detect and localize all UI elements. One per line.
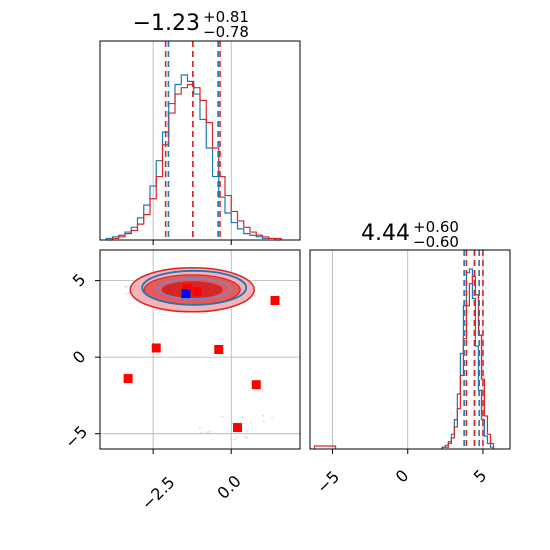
joint-contours [129, 267, 255, 313]
joint-x-tick-label: 0.0 [213, 471, 244, 502]
red-square-marker [233, 423, 242, 433]
histogram-series [441, 268, 495, 449]
marginal-x-quantile-lines [164, 41, 221, 240]
joint-x-tick-label: −2.5 [138, 473, 179, 514]
blue-contour-outer [141, 269, 248, 306]
red-square-marker [123, 374, 133, 384]
scatter-point [125, 292, 128, 295]
marginal-x-panel [99, 40, 301, 241]
joint-y-tick-label: −5 [61, 422, 91, 452]
joint-y-tick-label: 0 [69, 347, 90, 368]
scatter-point [254, 293, 256, 296]
marginal-x-histograms [105, 74, 282, 241]
blue-contour-inner [157, 278, 231, 300]
marginal-y-title-value: 4.44 [361, 221, 410, 246]
scatter-point [208, 430, 211, 433]
scatter-point [205, 431, 208, 434]
scatter-point [211, 438, 214, 441]
marginal-y-quantile-lines [463, 250, 484, 449]
scatter-point [243, 422, 245, 425]
scatter-point [250, 421, 253, 424]
marginal-x-title-sup: +0.81 [203, 8, 249, 26]
axis-ticks [95, 240, 484, 454]
scatter-point [125, 285, 128, 288]
joint-panel [99, 249, 301, 450]
red-square-marker [183, 283, 192, 293]
red-square-marker [214, 345, 224, 354]
marginal-x-title-value: −1.23 [133, 11, 200, 36]
histogram-outlier [313, 445, 337, 449]
scatter-point [233, 438, 236, 441]
scatter-point [241, 416, 244, 419]
red-contour-inner [161, 281, 223, 299]
joint-frame [99, 249, 301, 450]
marginal-y-histograms [313, 268, 495, 449]
scatter-point [262, 414, 265, 417]
histogram-series [105, 74, 282, 241]
marginal-y-title-sub: −0.60 [413, 233, 459, 251]
scatter-point [245, 437, 248, 440]
scatter-point [246, 429, 249, 432]
scatter-point [124, 286, 127, 288]
scatter-point [199, 426, 201, 429]
marginal-x-grid [152, 41, 232, 240]
red-square-marker [270, 296, 280, 306]
blue-square-marker [181, 289, 191, 299]
marginal-y-frame [309, 249, 511, 450]
marginal-y-x-tick-label: −5 [313, 467, 343, 497]
histogram-series [441, 275, 495, 449]
scatter-point [221, 415, 224, 418]
marginal-x-title-sub: −0.78 [203, 23, 249, 41]
marginal-y-x-tick-label: 0 [392, 466, 413, 487]
scatter-point [235, 436, 238, 439]
marginal-y-title-sup: +0.60 [413, 218, 459, 236]
scatter-point [271, 417, 273, 420]
scatter-point [200, 432, 202, 435]
marginal-y-x-tick-label: 5 [470, 466, 491, 487]
red-square-marker [192, 286, 202, 296]
scatter-point [243, 435, 246, 438]
scatter-point [127, 292, 130, 294]
histogram-series [106, 83, 282, 241]
joint-markers [123, 283, 280, 433]
joint-y-tick-label: 5 [69, 270, 90, 291]
marginal-y-grid [332, 250, 484, 449]
marginal-y-title: 4.44 [361, 221, 410, 246]
marginal-x-title: −1.23 [133, 11, 200, 36]
scatter-point [200, 431, 203, 434]
red-square-marker [251, 380, 261, 390]
red-square-marker [151, 343, 161, 353]
marginal-y-panel [309, 249, 511, 450]
scatter-point [262, 420, 265, 423]
scatter-point [231, 422, 234, 425]
marginal-x-frame [99, 40, 301, 241]
